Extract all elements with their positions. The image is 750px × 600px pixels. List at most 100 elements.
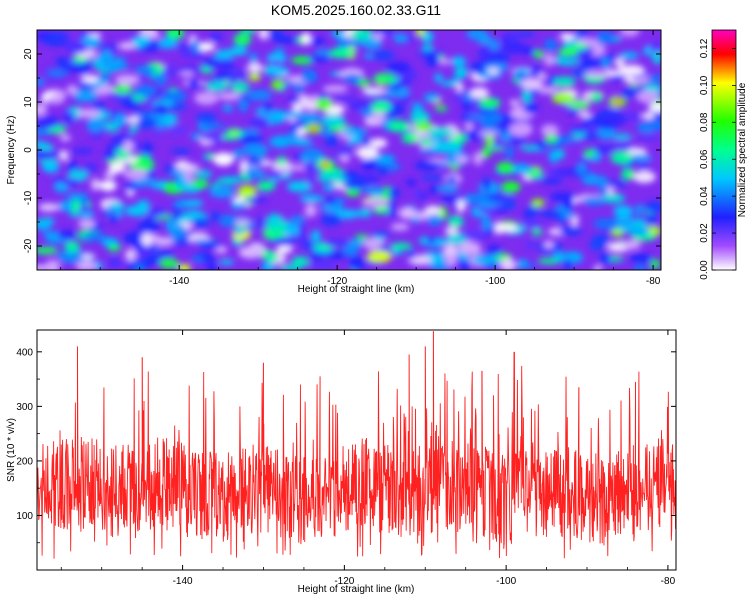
heatmap-cell [648,103,661,112]
heatmap-cell [324,238,350,248]
colorbar-ticks: 0.00 0.02 0.04 0.06 0.08 0.10 0.12 [699,38,736,280]
heatmap-cell [489,39,500,51]
heatmap-cell [307,37,326,45]
heatmap-cell [464,229,486,240]
heatmap-cell [513,71,527,80]
heatmap-cell [261,261,271,270]
heatmap-y-tick-label: 20 [23,48,34,60]
heatmap-y-tick-label: -20 [23,238,34,253]
heatmap-cell [97,74,111,83]
heatmap-cell [388,188,401,198]
heatmap-cell [67,169,89,182]
heatmap-cell [37,141,48,148]
heatmap-field [37,30,661,270]
heatmap-cell [508,133,527,146]
heatmap-cell [576,30,590,38]
heatmap-cell [245,166,261,179]
heatmap-cell [233,33,252,46]
heatmap-cell [232,149,244,159]
heatmap-cell [618,52,639,60]
heatmap-cell [242,143,269,156]
heatmap-cell [388,204,397,219]
colorbar-tick-label: 0.06 [699,149,710,169]
heatmap-cell [256,181,276,191]
heatmap-cell [345,187,360,197]
heatmap-cell [282,110,305,118]
heatmap-cell [232,68,247,81]
heatmap-cell [217,92,243,101]
heatmap-cell [460,260,471,270]
heatmap-cell [191,133,203,140]
heatmap-cell [153,236,174,247]
heatmap-cell [213,152,234,166]
snr-background [37,330,676,570]
heatmap-cell [142,141,153,156]
heatmap-cell [361,158,379,171]
heatmap-cell [91,102,106,111]
heatmap-cell [454,66,469,79]
heatmap-cell [104,171,117,179]
heatmap-cell [613,205,634,217]
heatmap-peak-core [530,171,539,177]
colorbar-frame [711,29,737,271]
heatmap-cell [141,232,153,246]
heatmap-cell [446,232,468,245]
heatmap-cell [293,82,305,94]
heatmap-cell [507,30,517,44]
heatmap-cell [458,242,482,255]
colorbar-label: Normalized spectral amplitude [737,82,748,217]
heatmap-cell [274,36,297,44]
heatmap-cell [64,41,89,54]
heatmap-cell [580,132,600,140]
heatmap-cell [428,126,454,137]
heatmap-cell [511,163,531,174]
heatmap-cell [482,177,492,192]
heatmap-cell [582,173,600,186]
heatmap-cell [214,71,229,82]
heatmap-cell [322,184,337,192]
heatmap-cell [315,98,332,111]
heatmap-cell [649,41,661,54]
heatmap-cell [245,196,268,203]
heatmap-cell [269,135,292,148]
heatmap-cell [37,103,47,112]
heatmap-cell [325,251,348,260]
heatmap-cell [285,132,302,142]
heatmap-cell [477,200,497,209]
heatmap-cell [185,199,204,207]
heatmap-cell [455,83,464,92]
heatmap-cell [303,240,314,250]
heatmap-cell [593,265,602,270]
heatmap-cell [438,58,451,66]
heatmap-cell [321,129,333,136]
heatmap-cell [333,96,359,102]
heatmap-cell [66,192,86,200]
heatmap-cell [291,215,306,223]
heatmap-cell [593,144,615,154]
heatmap-cell [434,73,443,83]
heatmap-cell [377,164,389,176]
heatmap-cell [569,100,590,109]
heatmap-cell [579,60,603,68]
heatmap-peak-core [309,125,318,131]
heatmap-cell [231,81,250,94]
snr-y-tick-label: 100 [16,511,33,522]
heatmap-cell [320,212,342,227]
heatmap-cell [416,30,425,37]
heatmap-cell [132,177,155,187]
heatmap-cell [108,257,122,269]
heatmap-cell [222,104,234,112]
heatmap-cell [191,256,204,262]
colorbar-gradient [712,30,736,270]
heatmap-cell [175,176,188,189]
heatmap-cell [632,170,656,183]
heatmap-cell [91,178,101,191]
heatmap-cell [537,87,560,94]
heatmap-cell [393,33,408,44]
heatmap-cell [455,156,470,163]
heatmap-cell [358,208,372,218]
heatmap-cell [322,84,349,93]
heatmap-cell [324,134,339,147]
heatmap-cell [526,205,538,216]
heatmap-cell [601,57,611,70]
